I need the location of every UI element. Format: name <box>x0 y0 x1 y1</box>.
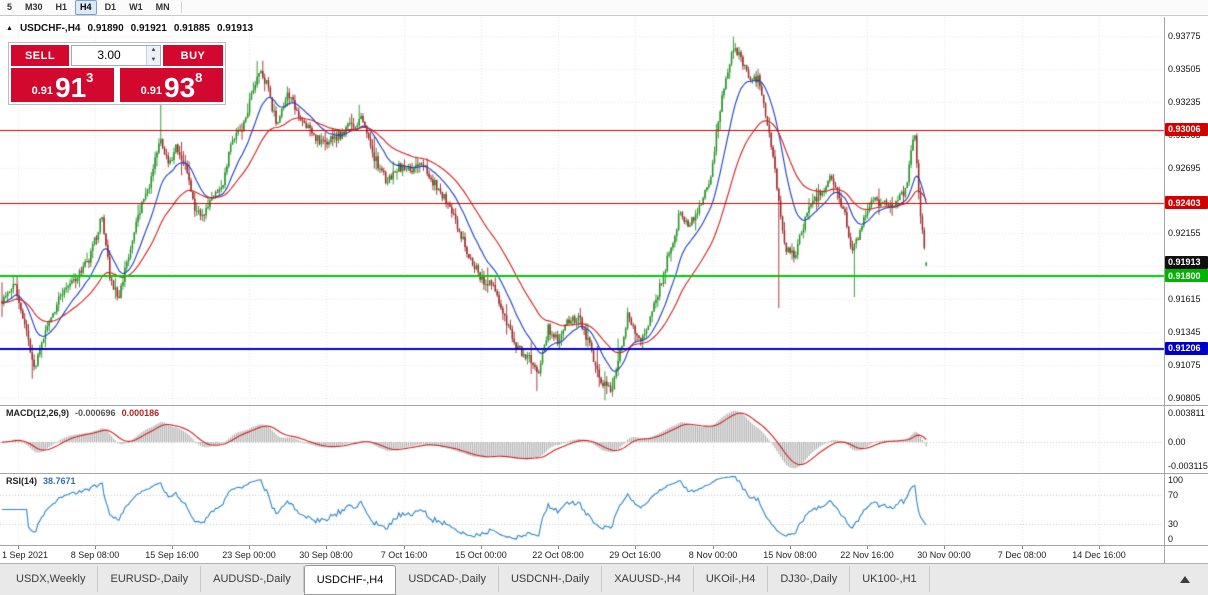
pane-separator-macd-rsi[interactable] <box>0 473 1208 474</box>
pane-separator-main-macd[interactable] <box>0 405 1208 406</box>
time-label: 14 Dec 16:00 <box>1072 550 1126 560</box>
time-axis-tick <box>1099 546 1100 549</box>
toolbar-separator <box>180 2 182 13</box>
chart-tab-dj30-daily[interactable]: DJ30-,Daily <box>768 566 851 592</box>
chart-tab-bar: USDX,Weekly EURUSD-,Daily AUDUSD-,Daily USD… <box>0 563 1208 595</box>
time-label: 22 Oct 08:00 <box>532 550 584 560</box>
time-axis-tick <box>404 546 405 549</box>
sell-price-display[interactable]: 0.91 91 3 <box>11 68 114 102</box>
buy-price-big: 93 <box>164 72 196 103</box>
pane-separator-rsi-timeaxis <box>0 545 1208 546</box>
time-label: 7 Dec 08:00 <box>997 550 1047 560</box>
rsi-indicator-label: RSI(14) 38.7671 <box>6 476 76 486</box>
time-label: 15 Oct 00:00 <box>455 550 507 560</box>
time-axis-tick <box>867 546 868 549</box>
time-label: 15 Nov 08:00 <box>763 550 817 560</box>
time-label: 29 Oct 16:00 <box>609 550 661 560</box>
time-axis-tick <box>1022 546 1023 549</box>
ohlc-low: 0.91885 <box>173 23 210 34</box>
chart-tab-usdcad-daily[interactable]: USDCAD-,Daily <box>396 566 499 592</box>
ohlc-close: 0.91913 <box>216 23 254 34</box>
tab-list-arrow-icon[interactable] <box>1180 576 1190 583</box>
chart-tab-audusd-daily[interactable]: AUDUSD-,Daily <box>201 566 304 592</box>
time-axis-tick <box>249 546 250 549</box>
chart-tab-usdx-weekly[interactable]: USDX,Weekly <box>4 566 99 592</box>
symbol-title: USDCHF-,H4 <box>19 23 81 34</box>
timeframe-button-h1[interactable]: H1 <box>55 2 68 12</box>
time-label: 8 Sep 08:00 <box>70 550 120 560</box>
time-axis[interactable]: 1 Sep 2021 8 Sep 08:00 15 Sep 16:00 23 Sep … <box>0 546 1164 563</box>
time-label: 30 Nov 00:00 <box>917 550 971 560</box>
time-axis-tick <box>790 546 791 549</box>
timeframe-toolbar: 5 M30 H1 H4 D1 W1 MN <box>0 0 1208 16</box>
ohlc-high: 0.91921 <box>130 23 167 34</box>
time-axis-tick <box>18 546 19 549</box>
timeframe-button-h4[interactable]: H4 <box>75 0 97 15</box>
time-axis-tick <box>635 546 636 549</box>
macd-name: MACD(12,26,9) <box>6 408 70 418</box>
timeframe-button-5[interactable]: 5 <box>7 2 13 12</box>
sell-price-big: 91 <box>55 72 87 103</box>
chart-tab-usdcnh-daily[interactable]: USDCNH-,Daily <box>499 566 603 592</box>
macd-indicator-label: MACD(12,26,9) -0.000696 0.000186 <box>6 408 159 418</box>
buy-price-display[interactable]: 0.91 93 8 <box>120 68 223 102</box>
chart-tab-usdchf-h4[interactable]: USDCHF-,H4 <box>303 565 397 595</box>
time-axis-tick <box>326 546 327 549</box>
symbol-header: ▲ USDCHF-,H4 0.91890 0.91921 0.91885 0.9… <box>6 23 253 34</box>
ohlc-open: 0.91890 <box>87 23 124 34</box>
time-axis-tick <box>558 546 559 549</box>
time-label: 30 Sep 08:00 <box>299 550 353 560</box>
price-axis-border <box>1164 17 1165 563</box>
volume-field[interactable]: 3.00 ▲ ▼ <box>71 45 161 66</box>
one-click-trading-panel: SELL 3.00 ▲ ▼ BUY 0.91 91 3 0.91 93 8 <box>8 42 226 105</box>
sell-price-small: 0.91 <box>31 85 54 97</box>
rsi-name: RSI(14) <box>6 476 38 486</box>
timeframe-button-m30[interactable]: M30 <box>25 2 43 12</box>
volume-increase-button[interactable]: ▲ <box>147 46 160 56</box>
chart-tab-uk100-h1[interactable]: UK100-,H1 <box>850 566 930 592</box>
buy-price-sup: 8 <box>195 70 203 85</box>
volume-decrease-button[interactable]: ▼ <box>147 55 160 65</box>
chart-tab-ukoil-h4[interactable]: UKOil-,H4 <box>694 566 769 592</box>
sell-button[interactable]: SELL <box>11 45 69 66</box>
time-axis-tick <box>713 546 714 549</box>
time-label: 8 Nov 00:00 <box>688 550 738 560</box>
timeframe-button-w1[interactable]: W1 <box>129 2 143 12</box>
time-axis-tick <box>95 546 96 549</box>
timeframe-button-mn[interactable]: MN <box>155 2 170 12</box>
chart-symbol-icon: ▲ <box>6 25 13 32</box>
time-label: 1 Sep 2021 <box>2 550 49 560</box>
time-axis-tick <box>172 546 173 549</box>
macd-signal-value: 0.000186 <box>121 408 160 418</box>
volume-value[interactable]: 3.00 <box>97 48 121 62</box>
time-label: 15 Sep 16:00 <box>145 550 199 560</box>
buy-price-small: 0.91 <box>140 85 163 97</box>
time-label: 7 Oct 16:00 <box>380 550 428 560</box>
price-chart-canvas[interactable] <box>0 17 1208 545</box>
sell-price-sup: 3 <box>86 70 94 85</box>
rsi-value: 38.7671 <box>43 476 76 486</box>
buy-button[interactable]: BUY <box>163 45 223 66</box>
time-label: 22 Nov 16:00 <box>840 550 894 560</box>
timeframe-button-d1[interactable]: D1 <box>104 2 117 12</box>
macd-main-value: -0.000696 <box>75 408 116 418</box>
time-axis-tick <box>481 546 482 549</box>
time-axis-tick <box>944 546 945 549</box>
chart-tab-xauusd-h4[interactable]: XAUUSD-,H4 <box>602 566 694 592</box>
time-label: 23 Sep 00:00 <box>222 550 276 560</box>
chart-tab-eurusd-daily[interactable]: EURUSD-,Daily <box>98 566 202 592</box>
